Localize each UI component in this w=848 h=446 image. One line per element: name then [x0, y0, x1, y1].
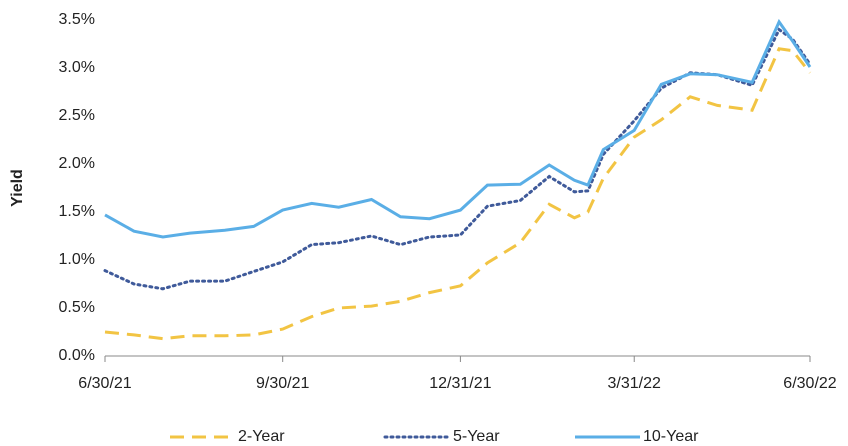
y-tick-label: 0.5%: [59, 299, 95, 316]
x-tick-label: 6/30/22: [783, 375, 836, 392]
y-tick-label: 3.0%: [59, 59, 95, 76]
series-line: [104, 47, 812, 341]
y-axis-label: Yield: [9, 169, 26, 207]
y-tick-label: 0.0%: [59, 347, 95, 364]
x-tick-label: 9/30/21: [256, 375, 309, 392]
x-tick-label: 12/31/21: [429, 375, 491, 392]
legend-label: 5-Year: [453, 428, 500, 445]
y-tick-label: 3.5%: [59, 11, 95, 28]
x-tick-label: 6/30/21: [78, 375, 131, 392]
x-tick-label: 3/31/22: [608, 375, 661, 392]
legend-label: 2-Year: [238, 428, 285, 445]
series-line: [104, 18, 812, 239]
y-tick-label: 1.0%: [59, 251, 95, 268]
y-tick-label: 1.5%: [59, 203, 95, 220]
legend-label: 10-Year: [643, 428, 699, 445]
y-tick-label: 2.5%: [59, 107, 95, 124]
y-tick-label: 2.0%: [59, 155, 95, 172]
series-line: [103, 27, 812, 291]
